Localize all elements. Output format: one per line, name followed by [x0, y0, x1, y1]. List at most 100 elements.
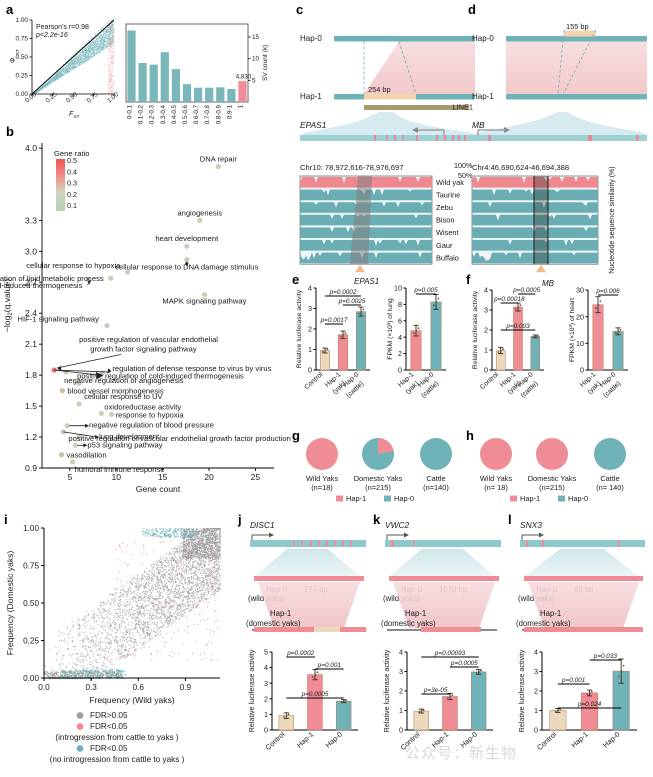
data-point: [127, 624, 129, 626]
data-point: [84, 59, 86, 61]
hap1-bar: [506, 94, 647, 100]
data-point: [108, 25, 110, 28]
data-point: [91, 48, 93, 50]
data-point: [190, 545, 192, 547]
data-point: [63, 68, 65, 71]
data-point: [75, 63, 77, 65]
data-point: [110, 26, 112, 28]
data-point: [57, 74, 59, 76]
data-point: [76, 50, 79, 52]
data-point: [49, 82, 51, 84]
data-point: [80, 54, 82, 56]
data-point: [39, 87, 41, 90]
data-point: [169, 611, 171, 613]
data-point: [44, 85, 46, 87]
data-point: [56, 73, 58, 75]
data-point: [76, 58, 78, 60]
data-point: [100, 40, 102, 42]
data-point: [80, 58, 82, 60]
data-point: [101, 47, 103, 49]
data-point: [103, 40, 105, 42]
data-point: [66, 65, 68, 67]
data-point: [73, 60, 75, 62]
data-point: [57, 73, 59, 75]
data-point: [86, 49, 88, 51]
data-point: [34, 92, 36, 94]
data-point: [81, 53, 83, 55]
data-point: [75, 58, 77, 60]
data-point: [60, 72, 63, 74]
data-point: [62, 71, 64, 73]
f-fpkm-y-tick-label: 20: [576, 312, 584, 321]
data-point: [80, 53, 82, 55]
data-point: [70, 62, 72, 64]
data-point: [146, 595, 148, 597]
data-point: [145, 630, 147, 632]
data-point: [57, 74, 60, 76]
data-point: [100, 35, 102, 37]
data-point: [48, 82, 51, 84]
data-point: [101, 47, 103, 49]
data-point: [42, 86, 44, 88]
data-point: [107, 30, 110, 32]
histogram-bar: [227, 89, 236, 102]
data-point: [76, 60, 78, 62]
data-point: [62, 69, 64, 72]
data-point: [81, 51, 83, 53]
data-point: [39, 89, 41, 91]
data-point: [35, 92, 37, 94]
f-luc-sample-point: [536, 334, 539, 337]
data-point: [87, 49, 89, 51]
data-point: [155, 584, 157, 586]
data-point: [96, 39, 98, 41]
data-point: [83, 53, 85, 55]
hist-x-tick-label: 0.5-0.6: [182, 104, 189, 124]
data-point: [55, 73, 57, 75]
data-point: [74, 64, 76, 66]
data-point: [41, 88, 43, 90]
data-point: [191, 597, 193, 599]
data-point: [124, 627, 126, 629]
data-point: [63, 68, 65, 70]
data-point: [196, 579, 198, 581]
e-luc-sample-point: [324, 349, 327, 352]
data-point: [100, 46, 102, 48]
data-point: [67, 68, 69, 70]
data-point: [59, 76, 61, 78]
data-point: [71, 59, 73, 62]
data-point: [83, 49, 85, 51]
data-point: [100, 48, 102, 50]
data-point: [79, 60, 81, 63]
data-point: [89, 47, 91, 49]
data-point: [75, 66, 77, 68]
data-point: [181, 603, 183, 605]
data-point: [91, 44, 93, 46]
data-point: [49, 78, 52, 80]
data-point: [104, 40, 106, 42]
data-point: [67, 66, 69, 68]
data-point: [105, 31, 107, 33]
data-point: [37, 90, 39, 92]
data-point: [54, 77, 56, 79]
data-point: [88, 56, 90, 58]
data-point: [94, 658, 96, 660]
data-point: [111, 630, 113, 632]
data-point: [72, 62, 74, 64]
data-point: [197, 563, 199, 565]
data-point: [52, 77, 54, 79]
data-point: [97, 51, 99, 53]
data-point: [47, 84, 49, 86]
data-point: [66, 68, 68, 71]
data-point: [104, 44, 106, 46]
data-point: [38, 89, 40, 91]
data-point: [82, 51, 84, 53]
data-point: [67, 71, 69, 74]
data-point: [79, 58, 81, 61]
data-point: [145, 604, 147, 606]
data-point: [56, 73, 58, 76]
data-point: [104, 33, 106, 35]
data-point: [50, 78, 52, 80]
data-point: [105, 44, 107, 46]
data-point: [35, 91, 37, 93]
data-point: [94, 34, 96, 36]
